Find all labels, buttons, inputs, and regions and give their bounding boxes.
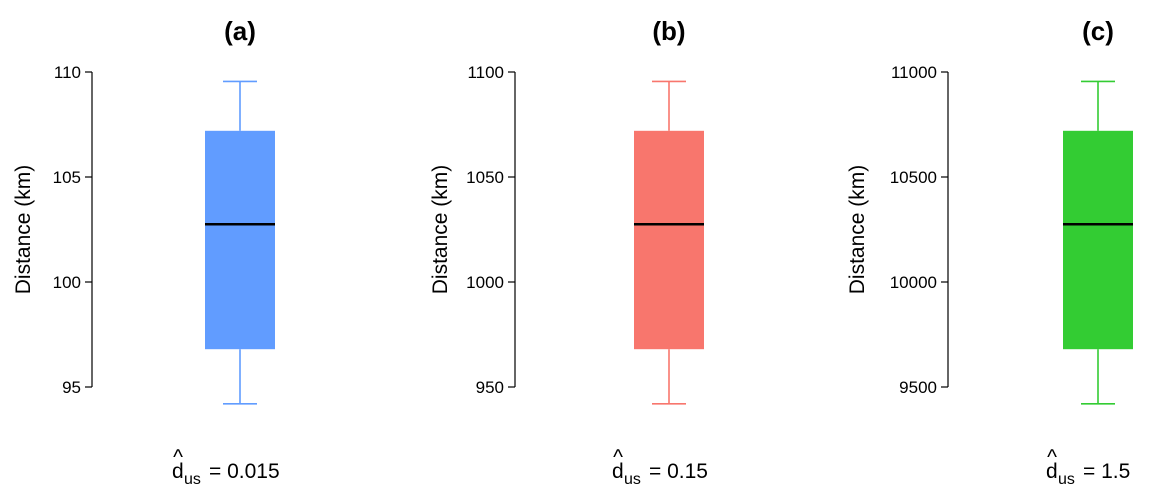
panel-2: (b) 950 1000 1050 1100 Distance (km) ^d us = 0.1… [429,16,708,488]
parameter-subscript: us [1058,471,1075,488]
panel-title: (b) [652,16,685,46]
y-tick-label: 1050 [466,168,504,187]
y-tick-label: 1000 [466,273,504,292]
iqr-box [205,130,275,350]
iqr-box [1063,130,1133,350]
y-tick-label: 1100 [467,63,504,82]
parameter-value: = 0.15 [649,460,708,483]
y-tick-label: 10000 [890,273,937,292]
parameter-label: ^d us = 1.5 [1046,446,1130,488]
iqr-box [634,130,704,350]
panel-3: (c) 9500 10000 10500 11000 Distance (km) ^d us =… [846,16,1133,488]
panel-title: (a) [224,16,256,46]
parameter-symbol: d [612,460,624,483]
parameter-subscript: us [624,471,641,488]
hat-symbol: ^ [613,446,623,469]
parameter-subscript: us [184,471,201,488]
parameter-label: ^d us = 0.015 [172,446,280,488]
panel-1: (a) 95 100 105 110 Distance (km) ^d us = 0.015 [12,16,280,488]
parameter-value: = 1.5 [1083,460,1130,483]
parameter-symbol: d [1046,460,1058,483]
y-tick-label: 100 [53,273,81,292]
parameter-symbol: d [172,460,184,483]
hat-symbol: ^ [1047,446,1057,469]
y-tick-label: 11000 [891,63,937,82]
hat-symbol: ^ [173,446,183,469]
y-axis-label: Distance (km) [429,165,452,295]
parameter-value: = 0.015 [209,460,280,483]
y-tick-label: 9500 [899,378,937,397]
y-tick-label: 10500 [890,168,937,187]
parameter-label: ^d us = 0.15 [612,446,708,488]
y-tick-label: 95 [62,378,81,397]
y-tick-label: 105 [53,168,81,187]
panel-title: (c) [1082,16,1114,46]
y-axis-label: Distance (km) [12,165,35,295]
y-tick-label: 950 [476,378,504,397]
y-tick-label: 110 [54,63,81,82]
y-axis-label: Distance (km) [846,165,869,295]
